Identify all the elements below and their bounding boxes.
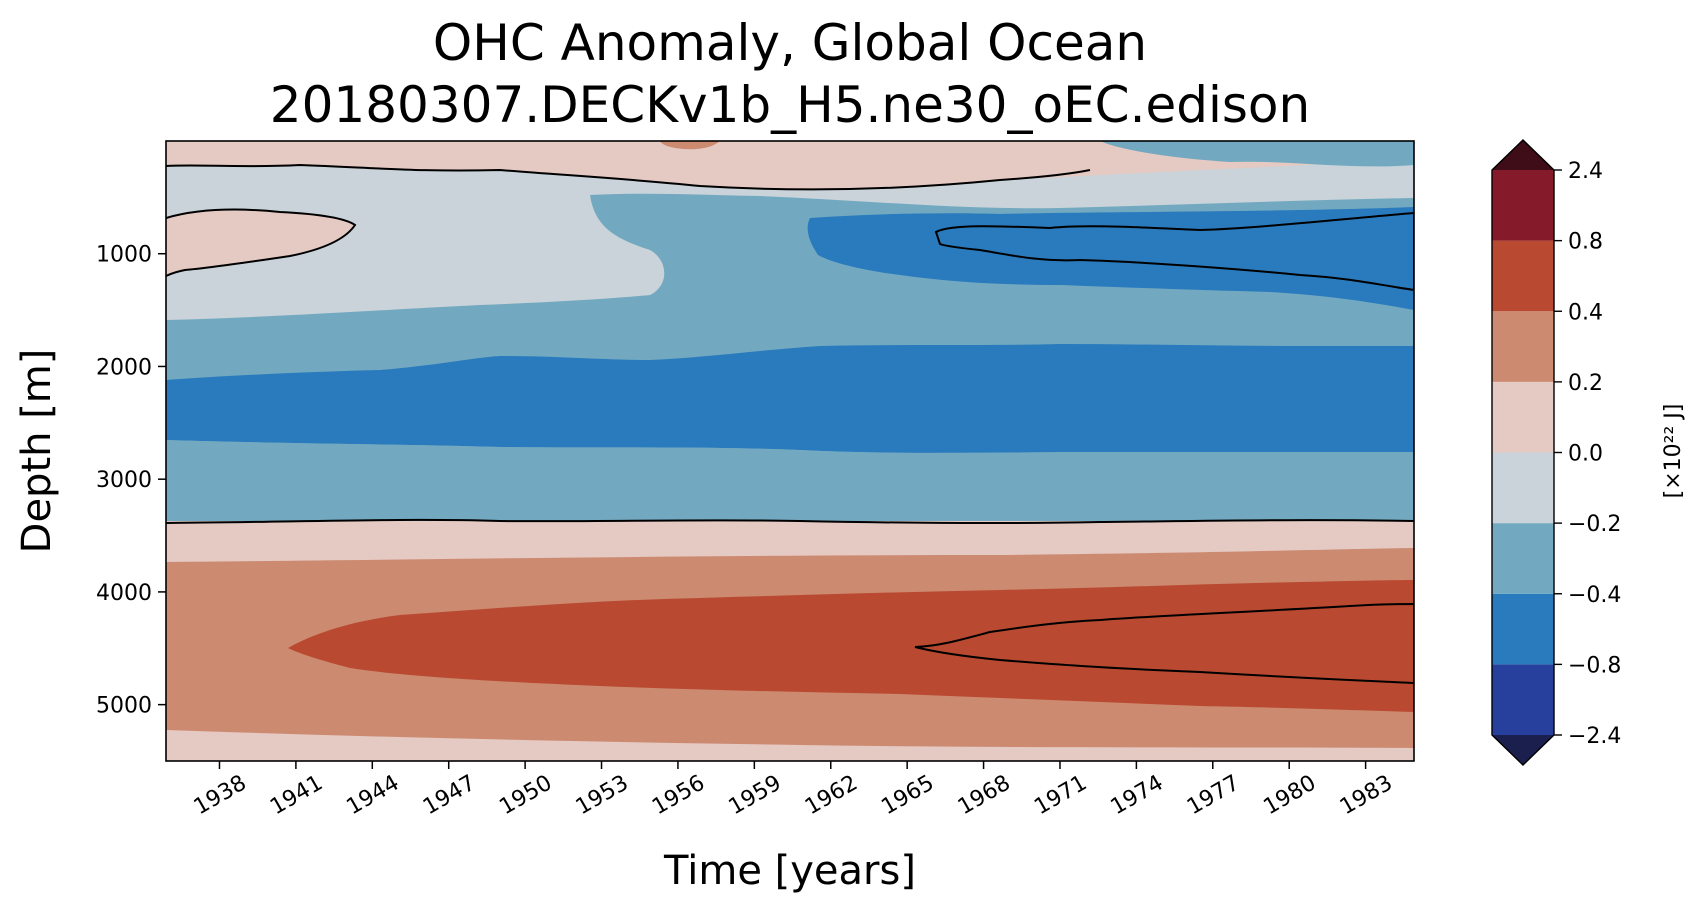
x-tick-label: 1947 (419, 771, 480, 821)
colorbar-segment (1492, 240, 1554, 312)
x-axis-label: Time [years] (663, 848, 916, 894)
colorbar-segment (1492, 381, 1554, 453)
colorbar-segment (1492, 593, 1554, 665)
x-tick-label: 1974 (1107, 771, 1168, 821)
x-tick-label: 1944 (343, 771, 404, 821)
band-surface-warm (166, 141, 1414, 190)
band-lower-cool (166, 440, 1414, 490)
chart-title: OHC Anomaly, Global Ocean (433, 14, 1147, 72)
colorbar-tick-label: −0.4 (1568, 583, 1621, 608)
band-blue-800m (807, 207, 1414, 310)
colorbar-tick-label: 2.4 (1568, 159, 1603, 184)
band-surface-patch-blue (1100, 141, 1414, 167)
plot-frame (165, 140, 1415, 762)
colorbar-over-arrow (1492, 140, 1554, 170)
colorbar-segment (1492, 452, 1554, 524)
contour-line-positive-4100m (914, 603, 1414, 685)
colorbar (1491, 139, 1555, 766)
colorbar-segment (1492, 664, 1554, 735)
x-tick-label: 1965 (877, 771, 938, 821)
x-tick-label: 1968 (954, 771, 1015, 821)
x-tick-label: 1950 (495, 771, 556, 821)
y-tick-label: 5000 (96, 694, 152, 719)
x-tick-label: 1980 (1259, 771, 1320, 821)
colorbar-segment (1492, 170, 1554, 241)
x-tick-label: 1977 (1183, 771, 1244, 821)
band-warm-lens-1000m (166, 209, 355, 276)
colorbar-segment (1492, 311, 1554, 382)
band-deep-hot-core (288, 580, 1414, 712)
band-deep-blue-core (166, 344, 1414, 453)
colorbar-ticks: −2.4 −0.8 −0.4 −0.2 0.0 0.2 0.4 0.8 2.4 (1554, 159, 1621, 749)
colorbar-tick-label: −0.2 (1568, 512, 1621, 537)
band-surface-patch-orange (660, 141, 720, 150)
colorbar-tick-label: −0.8 (1568, 653, 1621, 678)
colorbar-tick-label: 0.4 (1568, 300, 1603, 325)
colorbar-tick-label: 0.8 (1568, 230, 1603, 255)
contour-line-zero-3370m (166, 518, 1414, 525)
colorbar-tick-label: −2.4 (1568, 724, 1621, 749)
x-tick-label: 1983 (1336, 771, 1397, 821)
contour-line-surface (166, 163, 1091, 191)
y-axis-label: Depth [m] (14, 349, 60, 554)
x-tick-label: 1959 (725, 771, 786, 821)
x-tick-label: 1956 (648, 771, 709, 821)
contour-line-negative-800m (934, 211, 1414, 292)
y-tick-label: 4000 (96, 581, 152, 606)
y-tick-label: 3000 (96, 468, 152, 493)
x-tick-label: 1938 (190, 771, 251, 821)
x-tick-label: 1962 (801, 771, 862, 821)
x-tick-label: 1971 (1030, 771, 1091, 821)
y-tick-label: 1000 (96, 243, 152, 268)
contour-line-warm-lens (166, 208, 357, 277)
x-tick-label: 1953 (572, 771, 633, 821)
x-tick-label: 1941 (266, 771, 327, 821)
x-axis-ticks: 1938 1941 1944 1947 1950 1953 1956 1959 1962 1965… (190, 761, 1397, 820)
colorbar-label: [×10²² J] (1661, 404, 1686, 499)
colorbar-segment (1492, 523, 1554, 594)
y-tick-label: 2000 (96, 355, 152, 380)
chart-subtitle: 20180307.DECKv1b_H5.ne30_oEC.edison (270, 76, 1310, 134)
plot-area (166, 141, 1414, 761)
colorbar-tick-label: 0.2 (1568, 371, 1603, 396)
y-axis-ticks: 1000 2000 3000 4000 5000 (96, 243, 166, 719)
colorbar-under-arrow (1492, 735, 1554, 765)
colorbar-tick-label: 0.0 (1568, 442, 1603, 467)
